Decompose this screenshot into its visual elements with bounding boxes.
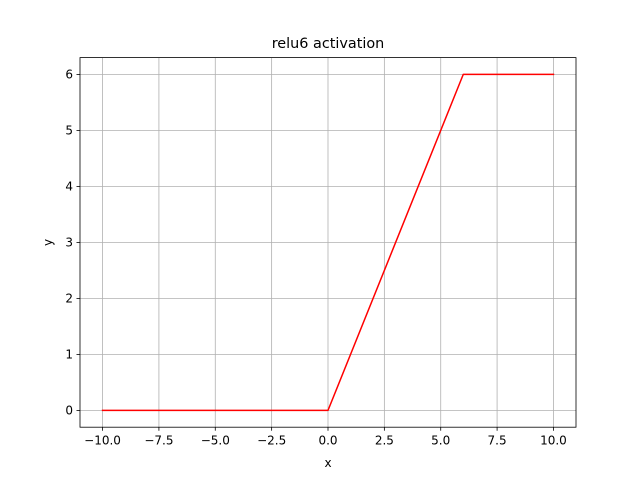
- y-tick-label: 5: [65, 124, 73, 138]
- y-tick-label: 0: [65, 404, 73, 418]
- x-tick-label: −10.0: [84, 434, 121, 448]
- tick-layer: −10.0 −7.5 −5.0 −2.5 0.0 2.5 5.0 7.5 10.0 0 1 2 3 4 5 6: [65, 68, 566, 448]
- x-tick-label: 5.0: [431, 434, 450, 448]
- series-line-relu6: [101, 73, 555, 412]
- x-tick-label: −7.5: [144, 434, 173, 448]
- grid-layer: [80, 57, 576, 428]
- x-tick-label: −5.0: [201, 434, 230, 448]
- x-tick-label: 7.5: [488, 434, 507, 448]
- x-axis-label: x: [324, 456, 331, 470]
- y-axis-label: y: [41, 239, 55, 246]
- y-tick-label: 6: [65, 68, 73, 82]
- series-layer: [101, 73, 555, 412]
- x-tick-label: 0.0: [318, 434, 337, 448]
- x-tick-label: 2.5: [375, 434, 394, 448]
- y-tick-label: 2: [65, 292, 73, 306]
- chart-title: relu6 activation: [272, 36, 385, 52]
- x-tick-label: 10.0: [540, 434, 567, 448]
- y-tick-label: 3: [65, 236, 73, 250]
- x-tick-label: −2.5: [257, 434, 286, 448]
- y-tick-label: 1: [65, 348, 73, 362]
- y-tick-label: 4: [65, 180, 73, 194]
